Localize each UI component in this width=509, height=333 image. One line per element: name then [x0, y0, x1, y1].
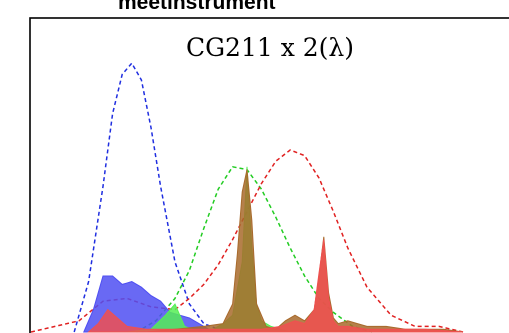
series-line-0: [73, 61, 233, 333]
series-area-6: [87, 239, 464, 333]
series-area-5: [146, 169, 464, 333]
chart-title: CG211 x 2(λ): [186, 33, 354, 62]
chart-marks: [30, 61, 464, 333]
header-text: meetinstrument: [118, 0, 276, 14]
